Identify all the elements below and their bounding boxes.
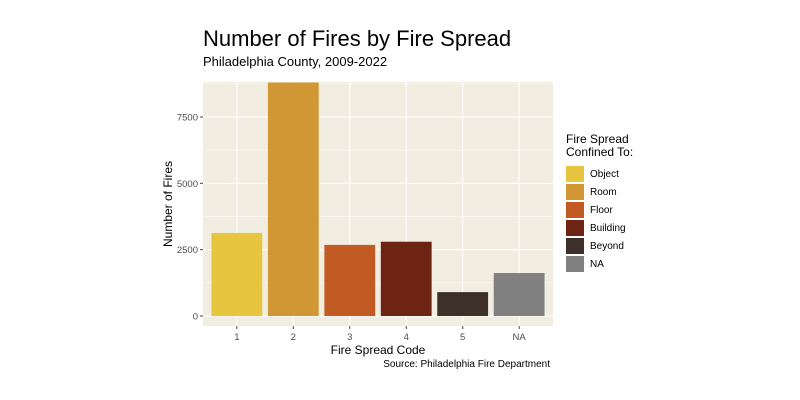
legend-label: NA — [590, 258, 604, 270]
chart-subtitle: Philadelphia County, 2009-2022 — [203, 54, 388, 69]
legend-item-floor: Floor — [566, 201, 686, 219]
bar-4 — [380, 241, 432, 316]
legend-title-line-1: Fire Spread — [566, 132, 629, 146]
bar-na — [493, 273, 545, 316]
y-tick-label: 7500 — [177, 113, 198, 124]
legend-title: Fire Spread Confined To: — [566, 133, 686, 159]
legend-swatch — [566, 256, 584, 272]
y-axis: 0 2500 5000 7500 — [177, 113, 203, 323]
chart-title: Number of Fires by Fire Spread — [203, 26, 512, 51]
bar-2 — [267, 82, 319, 316]
chart-caption: Source: Philadelphia Fire Department — [383, 359, 550, 370]
legend-item-na: NA — [566, 255, 686, 273]
bar-1 — [211, 232, 263, 316]
x-tick-label: 5 — [460, 332, 465, 343]
x-tick-label: 3 — [347, 332, 352, 343]
legend-swatch — [566, 238, 584, 254]
y-axis-label: Number of Fires — [161, 161, 175, 247]
legend-item-room: Room — [566, 183, 686, 201]
bar-5 — [437, 292, 489, 316]
legend-swatch — [566, 220, 584, 236]
bars — [211, 82, 545, 316]
y-tick-label: 2500 — [177, 245, 198, 256]
bar-3 — [324, 244, 376, 316]
x-axis: 1 2 3 4 5 NA — [234, 326, 526, 343]
x-tick-label: 1 — [234, 332, 239, 343]
legend-title-line-2: Confined To: — [566, 145, 634, 159]
x-axis-label: Fire Spread Code — [331, 343, 426, 357]
legend-swatch — [566, 166, 584, 182]
legend-item-beyond: Beyond — [566, 237, 686, 255]
x-tick-label: NA — [513, 332, 527, 343]
legend-swatch — [566, 202, 584, 218]
legend-item-building: Building — [566, 219, 686, 237]
x-tick-label: 2 — [291, 332, 296, 343]
legend-swatch — [566, 184, 584, 200]
legend-item-object: Object — [566, 165, 686, 183]
legend-label: Building — [590, 222, 626, 234]
y-tick-label: 5000 — [177, 179, 198, 190]
y-tick-label: 0 — [193, 312, 198, 323]
x-tick-label: 4 — [404, 332, 409, 343]
legend: Fire Spread Confined To: Object Room Floor… — [566, 133, 686, 273]
legend-label: Beyond — [590, 240, 624, 252]
legend-label: Object — [590, 168, 619, 180]
legend-label: Floor — [590, 204, 613, 216]
legend-label: Room — [590, 186, 617, 198]
